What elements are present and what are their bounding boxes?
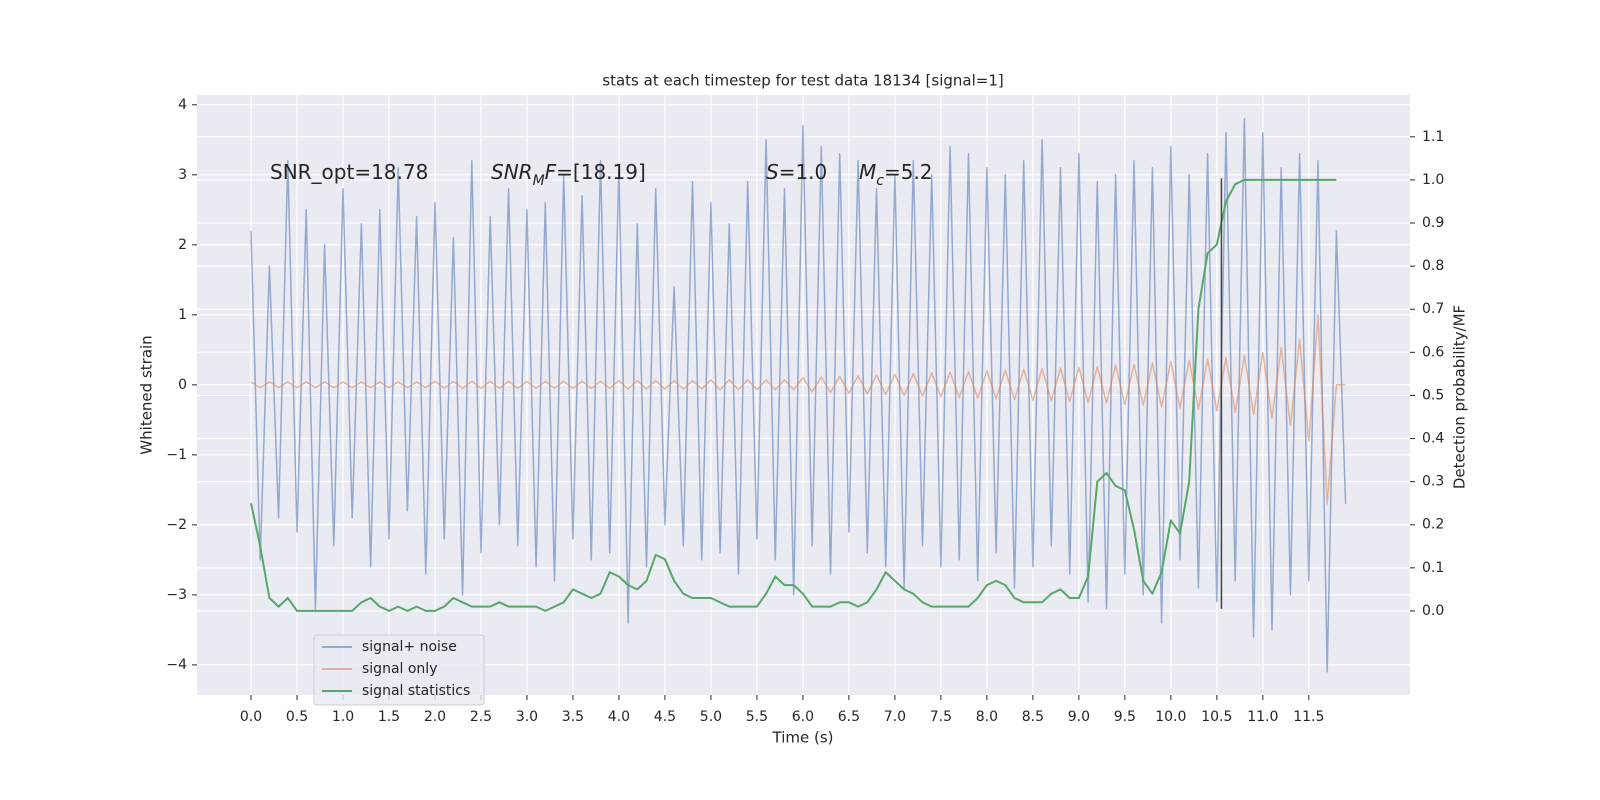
y-tick-label: 0 — [178, 377, 187, 393]
x-tick-label: 10.0 — [1155, 709, 1186, 725]
y-tick-label: −3 — [166, 587, 187, 603]
x-tick-label: 3.0 — [516, 709, 538, 725]
x-tick-label: 7.5 — [930, 709, 952, 725]
x-tick-label: 11.0 — [1247, 709, 1278, 725]
y2-tick-label: 0.7 — [1422, 301, 1444, 317]
x-tick-label: 7.0 — [884, 709, 906, 725]
y2-tick-label: 0.8 — [1422, 258, 1444, 274]
x-tick-label: 8.5 — [1022, 709, 1044, 725]
annotation: SNR_opt=18.78 — [270, 160, 428, 184]
y2-tick-label: 0.3 — [1422, 474, 1444, 490]
x-tick-label: 4.0 — [608, 709, 630, 725]
legend-label: signal statistics — [362, 683, 470, 699]
x-tick-label: 6.0 — [792, 709, 814, 725]
x-tick-label: 2.0 — [424, 709, 446, 725]
series-line — [250, 314, 1346, 505]
y-tick-label: −2 — [166, 517, 187, 533]
y-tick-label: 1 — [178, 307, 187, 323]
x-tick-label: 5.0 — [700, 709, 722, 725]
annotation: SNRMF=[18.19] — [491, 160, 646, 190]
x-tick-label: 3.5 — [562, 709, 584, 725]
y2-tick-label: 0.1 — [1422, 560, 1444, 576]
annotation-part: SNR — [491, 160, 533, 184]
annotation-part: =1.0 — [779, 160, 828, 184]
x-tick-label: 0.5 — [286, 709, 308, 725]
annotation-part: S — [766, 160, 779, 184]
series-line — [250, 118, 1347, 673]
x-tick-label: 6.5 — [838, 709, 860, 725]
legend-box — [313, 634, 485, 706]
x-axis-label: Time (s) — [772, 729, 834, 747]
y2-tick-label: 0.6 — [1422, 344, 1444, 360]
y-tick-label: −1 — [166, 447, 187, 463]
legend-label: signal+ noise — [362, 639, 457, 655]
y-tick-label: 3 — [178, 167, 187, 183]
annotation-part: c — [876, 173, 884, 189]
x-tick-label: 10.5 — [1201, 709, 1232, 725]
x-tick-label: 9.0 — [1068, 709, 1090, 725]
y2-tick-label: 1.0 — [1422, 172, 1444, 188]
y2-tick-label: 0.4 — [1422, 431, 1444, 447]
y-tick-label: 4 — [178, 97, 187, 113]
y2-tick-label: 0.2 — [1422, 517, 1444, 533]
annotation-part: =[18.19] — [556, 160, 646, 184]
x-tick-label: 1.5 — [378, 709, 400, 725]
annotation-part: M — [533, 173, 545, 189]
y2-tick-label: 0.9 — [1422, 215, 1444, 231]
x-tick-label: 0.0 — [240, 709, 262, 725]
chart-title: stats at each timestep for test data 181… — [602, 72, 1003, 90]
x-tick-label: 2.5 — [470, 709, 492, 725]
legend-label: signal only — [362, 661, 437, 677]
annotation-part: =5.2 — [884, 160, 933, 184]
x-tick-label: 8.0 — [976, 709, 998, 725]
legend: signal+ noise signal only signal statistic… — [313, 634, 485, 706]
annotation-part: SNR_opt=18.78 — [270, 160, 428, 184]
y2-axis-label: Detection probability/MF — [1451, 305, 1469, 489]
x-tick-label: 9.5 — [1114, 709, 1136, 725]
x-tick-label: 5.5 — [746, 709, 768, 725]
x-tick-label: 11.5 — [1293, 709, 1324, 725]
x-tick-label: 1.0 — [332, 709, 354, 725]
y-tick-label: 2 — [178, 237, 187, 253]
y2-tick-label: 0.0 — [1422, 603, 1444, 619]
series-line — [250, 178, 1337, 612]
annotation: S=1.0 — [766, 160, 827, 184]
y2-tick-label: 0.5 — [1422, 387, 1444, 403]
y-tick-label: −4 — [166, 657, 187, 673]
annotation: Mc=5.2 — [859, 160, 933, 190]
y-axis-label: Whitened strain — [138, 335, 156, 454]
annotation-part: M — [859, 160, 876, 184]
y2-tick-label: 1.1 — [1422, 129, 1444, 145]
annotation-part: F — [545, 160, 557, 184]
x-tick-label: 4.5 — [654, 709, 676, 725]
